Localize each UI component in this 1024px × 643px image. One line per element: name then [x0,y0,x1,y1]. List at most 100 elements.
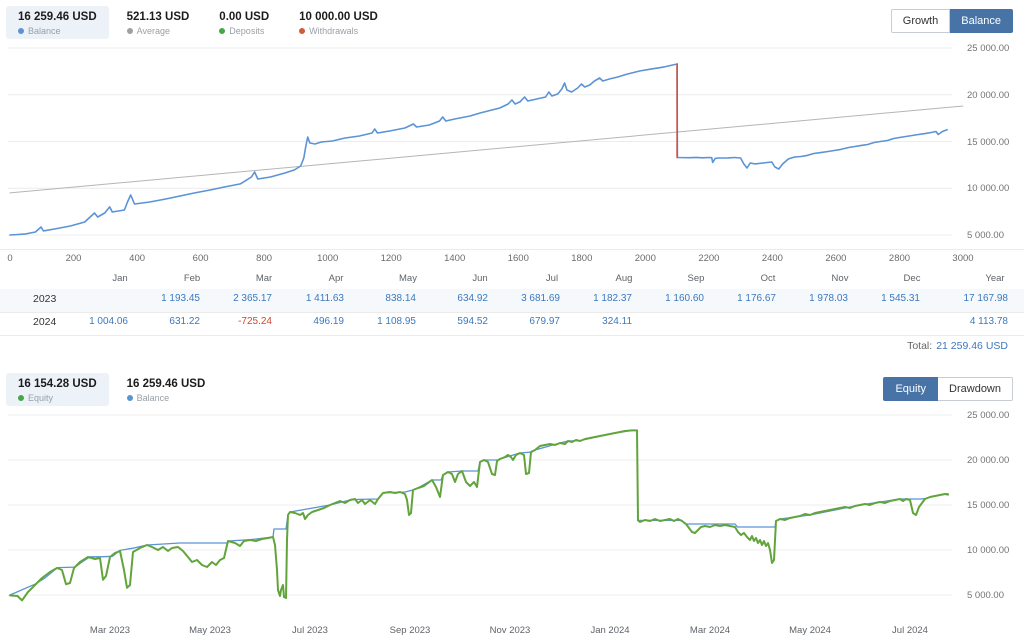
stat-label-text: Deposits [229,26,265,36]
monthly-result-cell: 1 108.95 [377,316,416,327]
monthly-result-cell: 594.52 [457,316,488,327]
balance-stats-bar: 16 259.46 USD Balance 521.13 USD Average 0.0… [6,6,390,39]
x-tick-label: 2800 [888,253,911,264]
stat-label-text: Average [136,26,170,36]
month-header-nov: Nov [831,273,849,284]
monthly-result-cell: -725.24 [238,316,272,327]
month-header-sep: Sep [687,273,705,284]
table-divider [0,312,1024,313]
x-tick-label: 1800 [571,253,593,264]
month-header-feb: Feb [183,273,201,284]
y-tick-label: 5 000.00 [967,590,1004,601]
withdrawals-legend-dot [299,28,306,34]
average-stat-card[interactable]: 521.13 USD Average [115,6,202,39]
stat-label: Average [126,26,190,36]
equity-stats-bar: 16 154.28 USD Equity 16 259.46 USD Balance [6,373,217,406]
monthly-result-cell: 634.92 [457,293,488,304]
month-header-apr: Apr [328,273,344,284]
monthly-result-cell: 1 978.03 [809,293,848,304]
x-date-label: Nov 2023 [489,625,531,636]
stat-label: Balance [126,393,206,403]
balance-stat-card[interactable]: 16 259.46 USD Balance [6,6,109,39]
stat-label-text: Balance [136,393,170,403]
equity-line [9,429,949,602]
deposits-legend-dot [219,28,226,34]
y-tick-label: 20 000.00 [967,89,1010,101]
equity-stat-card[interactable]: 16 154.28 USD Equity [6,373,109,406]
x-tick-label: 2600 [825,253,847,264]
monthly-result-cell: 1 411.63 [305,293,344,304]
y-tick-label: 15 000.00 [967,136,1010,148]
equity-chart [8,414,952,602]
y-tick-label: 25 000.00 [967,43,1010,54]
drawdown-button[interactable]: Drawdown [938,377,1013,401]
x-tick-label: 2000 [634,253,656,264]
stat-label-text: Equity [28,393,54,403]
total-label: Total: [907,340,933,352]
x-tick-label: 1600 [507,253,529,264]
monthly-result-cell: 1 193.45 [161,293,200,304]
stat-value: 10 000.00 USD [299,11,378,23]
year-label: 2024 [33,316,57,328]
monthly-result-cell: 2 365.17 [233,293,272,304]
deposits-stat-card[interactable]: 0.00 USD Deposits [207,6,281,39]
month-header-aug: Aug [615,273,633,284]
y-tick-label: 20 000.00 [967,455,1010,466]
balance-chart [8,47,964,236]
monthly-result-cell: 324.11 [602,316,632,327]
x-date-label: May 2024 [789,625,831,636]
stat-value: 16 259.46 USD [18,11,97,23]
stat-value: 0.00 USD [219,11,270,23]
y-tick-label: 25 000.00 [967,410,1010,421]
x-date-label: Mar 2024 [689,625,731,636]
x-tick-label: 400 [129,253,146,264]
stat-label-text: Balance [28,26,61,36]
monthly-result-cell: 3 681.69 [521,293,560,304]
balance-line [9,429,949,596]
stat-label-text: Withdrawals [309,26,359,36]
monthly-result-cell: 496.19 [313,316,344,327]
x-tick-label: 3000 [952,253,974,264]
x-tick-label: 2400 [761,253,783,264]
x-date-label: Jan 2024 [590,625,630,636]
x-date-label: May 2023 [189,625,231,636]
monthly-result-cell: 1 176.67 [737,293,776,304]
monthly-result-cell: 1 160.60 [665,293,704,304]
month-header-year: Year [985,273,1005,284]
balance-line [9,63,948,236]
x-date-label: Sep 2023 [389,625,431,636]
month-header-dec: Dec [903,273,921,284]
equity-view-toggle: Equity Drawdown [883,377,1013,401]
y-tick-label: 10 000.00 [967,545,1010,556]
stat-value: 521.13 USD [126,11,190,23]
x-tick-label: 200 [65,253,82,264]
equity-button[interactable]: Equity [883,377,939,401]
month-header-jan: Jan [112,273,128,284]
month-header-mar: Mar [255,273,273,284]
month-header-oct: Oct [760,273,776,284]
balance-legend-dot [18,28,24,34]
year-label: 2023 [33,293,57,305]
monthly-result-cell: 1 004.06 [89,316,128,327]
x-tick-label: 600 [192,253,209,264]
total-value: 21 259.46 USD [936,340,1008,352]
month-header-jul: Jul [545,273,559,284]
y-tick-label: 5 000.00 [967,230,1004,241]
month-header-jun: Jun [472,273,488,284]
x-tick-label: 1400 [444,253,466,264]
x-date-label: Jul 2024 [892,625,928,636]
balance-stat-card[interactable]: 16 259.46 USD Balance [115,373,218,406]
monthly-result-cell: 1 545.31 [881,293,920,304]
withdrawals-stat-card[interactable]: 10 000.00 USD Withdrawals [287,6,390,39]
balance-view-toggle: Growth Balance [890,9,1013,33]
x-tick-label: 2200 [698,253,720,264]
balance-button[interactable]: Balance [950,9,1013,33]
average-line [9,105,964,194]
y-tick-label: 15 000.00 [967,500,1010,511]
stat-label: Withdrawals [299,26,378,36]
x-tick-label: 800 [256,253,273,264]
table-divider [0,335,1024,336]
monthly-result-cell: 17 167.98 [963,293,1009,304]
growth-button[interactable]: Growth [890,9,951,33]
x-tick-label: 0 [7,253,13,264]
